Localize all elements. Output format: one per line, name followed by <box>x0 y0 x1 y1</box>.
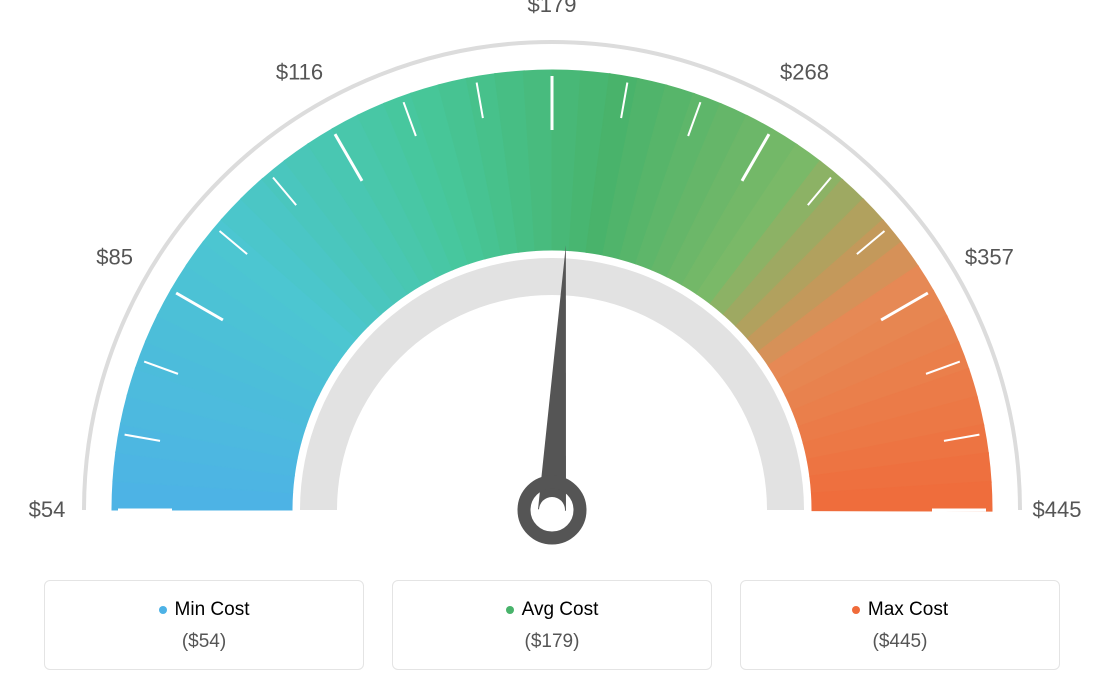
legend-text-avg: Avg Cost <box>522 599 599 621</box>
svg-text:$116: $116 <box>276 60 323 85</box>
gauge-area: $54 $85 $116 $179 $268 $357 $445 <box>0 0 1104 560</box>
svg-text:$54: $54 <box>29 497 66 522</box>
legend-dot-avg <box>506 606 514 614</box>
legend-label-max: Max Cost <box>852 599 948 621</box>
legend-text-min: Min Cost <box>175 599 250 621</box>
legend-card-max: Max Cost ($445) <box>740 580 1060 670</box>
legend-label-avg: Avg Cost <box>506 599 599 621</box>
svg-text:$445: $445 <box>1033 497 1082 522</box>
svg-text:$179: $179 <box>528 0 577 17</box>
legend-row: Min Cost ($54) Avg Cost ($179) Max Cost … <box>0 580 1104 670</box>
legend-dot-max <box>852 606 860 614</box>
legend-value-avg: ($179) <box>403 631 701 653</box>
legend-value-max: ($445) <box>751 631 1049 653</box>
legend-value-min: ($54) <box>55 631 353 653</box>
legend-card-avg: Avg Cost ($179) <box>392 580 712 670</box>
svg-text:$357: $357 <box>965 245 1014 270</box>
svg-text:$268: $268 <box>780 60 829 85</box>
legend-dot-min <box>159 606 167 614</box>
cost-gauge-widget: $54 $85 $116 $179 $268 $357 $445 Min Cost ($54… <box>0 0 1104 690</box>
legend-label-min: Min Cost <box>159 599 250 621</box>
legend-text-max: Max Cost <box>868 599 948 621</box>
legend-card-min: Min Cost ($54) <box>44 580 364 670</box>
svg-text:$85: $85 <box>96 245 133 270</box>
gauge-svg: $54 $85 $116 $179 $268 $357 $445 <box>0 0 1104 560</box>
